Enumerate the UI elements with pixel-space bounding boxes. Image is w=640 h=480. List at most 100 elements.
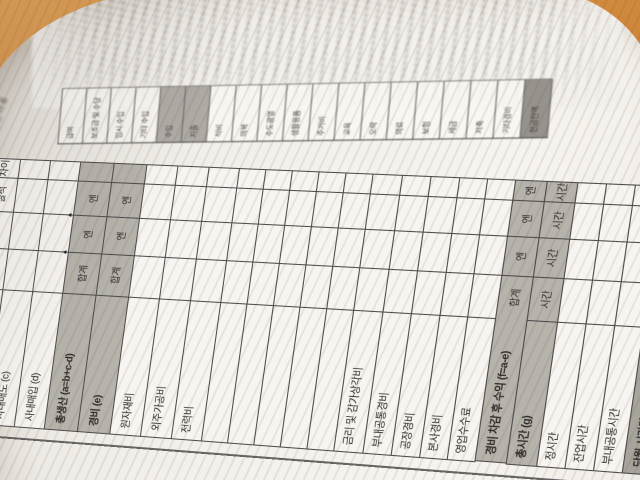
ledger-strip-cell-label: 지출 xyxy=(188,125,200,138)
ledger-strip-cell-label: 기타경비 xyxy=(500,107,514,134)
table-cell xyxy=(135,219,170,258)
row-label: 총생산 (a=b+c-d) xyxy=(52,353,77,424)
table-cell xyxy=(191,260,226,303)
table-cell xyxy=(312,192,343,228)
table-cell xyxy=(18,160,50,180)
ledger-strip-cell-label: 의료 xyxy=(393,122,405,135)
table-cell xyxy=(390,231,423,271)
table-cell xyxy=(576,183,606,204)
ledger-strip-cell-label: 세금 xyxy=(446,121,458,134)
table-cell xyxy=(79,162,114,183)
table-cell xyxy=(333,229,364,269)
table-cell xyxy=(564,240,597,281)
decrease-triangle-icon: ▲ xyxy=(61,249,69,256)
ledger-strip-cell-label: 임시 수입 xyxy=(113,111,126,138)
ledger-strip-cell-label: 주거비 xyxy=(315,116,327,136)
ledger-strip-cell-label: 교육 xyxy=(341,122,353,135)
row-label: 공장경비 xyxy=(395,412,417,450)
table-cell: 합계 xyxy=(97,255,134,298)
row-label: 총시간 (g) xyxy=(511,415,534,459)
table-cell xyxy=(3,250,37,292)
table-cell xyxy=(44,180,78,215)
table-cell xyxy=(570,204,603,242)
table-cell xyxy=(317,172,346,193)
table-cell xyxy=(202,187,236,223)
ledger-strip-cell-label: 의복 xyxy=(238,124,250,137)
table-cell: 엔 xyxy=(74,182,111,218)
table-cell xyxy=(9,213,43,251)
row-label: 잔업시간 xyxy=(569,424,592,463)
table-cell: 시간 xyxy=(540,202,575,240)
table-cell xyxy=(197,222,232,261)
ledger-strip-cell-label: 오락 xyxy=(367,122,379,135)
table-cell xyxy=(145,165,178,186)
table-cell xyxy=(424,197,457,234)
ledger-strip-cell-label: 기타 수입 xyxy=(138,111,151,138)
table-cell xyxy=(457,178,487,199)
table-cell xyxy=(599,205,632,243)
table-cell xyxy=(485,179,515,200)
table-cell xyxy=(306,227,337,267)
ledger-strip-cell-label: 보험 xyxy=(420,121,432,134)
ledger-strip-cell-label: 생활용품 xyxy=(289,110,302,136)
table-cell xyxy=(259,190,289,226)
table-cell xyxy=(232,189,262,225)
table-cell xyxy=(280,226,311,265)
row-label: 외주가공비 xyxy=(146,386,168,432)
row-label: 원자재비 xyxy=(116,392,136,429)
decrease-triangle-icon: ▲ xyxy=(66,212,74,219)
table-cell xyxy=(400,176,430,197)
table-cell-text: 엔 xyxy=(74,182,112,216)
table-cell xyxy=(160,258,196,301)
row-label: 사내매도 (c) xyxy=(0,371,12,420)
ledger-strip-cell-label: 수입 xyxy=(163,125,174,138)
table-cell xyxy=(344,174,373,195)
table-cell xyxy=(14,179,48,214)
table-cell xyxy=(339,193,370,230)
main-table: 차이실적사외출하 (b)사내매도 (c)사내매입 (d)엔엔▲합계▲총생산 (a… xyxy=(0,158,640,479)
ledger-strip-cell-label: 식비 xyxy=(213,124,225,137)
table-cell xyxy=(264,170,292,191)
row-label: 부내공통시간 xyxy=(597,408,623,466)
table-cell xyxy=(207,168,239,189)
table-cell xyxy=(371,175,402,196)
table-cell xyxy=(253,225,284,264)
table-cell xyxy=(227,223,258,262)
table-cell xyxy=(604,184,635,206)
table-cell xyxy=(285,191,316,227)
ledger-strip-cell-label: 급여 xyxy=(64,127,75,140)
table-cell: 시간 xyxy=(545,182,578,204)
table-cell xyxy=(429,177,459,198)
row-label: 정시간 xyxy=(540,432,561,461)
table-cell xyxy=(395,196,428,233)
ledger-strip-cell-label: 저축 xyxy=(473,120,485,133)
table-cell: 엔 xyxy=(102,217,139,256)
table-cell-text: 엔 xyxy=(107,184,145,217)
book-page: 부문관리표 급여 보조금 및 수당 임시 수입 기타 수입 수입 지출 식비 의복 수도광열 생활… xyxy=(0,0,640,480)
table-cell xyxy=(447,234,479,274)
table-cell xyxy=(237,169,265,190)
ledger-strip-cell: 현금잔액 xyxy=(519,80,553,138)
ledger-strip-cell-label: 현금잔액 xyxy=(527,106,541,133)
table-cell: 시간 xyxy=(534,238,569,279)
table-cell xyxy=(112,164,146,185)
row-label: 부내공통경비 xyxy=(367,392,391,448)
table-cell xyxy=(290,171,318,192)
table-cell xyxy=(129,256,165,299)
row-label: 본사경비 xyxy=(423,414,445,452)
table-cell: 엔 xyxy=(513,181,546,202)
table-cell xyxy=(452,198,484,235)
table-cell xyxy=(166,220,201,259)
row-label: 사내매입 (d) xyxy=(20,372,42,421)
table-cell xyxy=(593,241,626,282)
row-label: 경비 (e) xyxy=(84,394,103,426)
table-cell xyxy=(140,184,175,220)
row-label: 전력비 xyxy=(177,406,196,434)
row-label: 영업수수료 xyxy=(451,407,474,454)
table-cell xyxy=(366,194,399,231)
table-cell: 차이 xyxy=(0,159,20,179)
ledger-strip: 급여 보조금 및 수당 임시 수입 기타 수입 수입 지출 식비 의복 수도광열 생활용품 주거비 교… xyxy=(57,78,553,144)
main-table-area: 차이실적사외출하 (b)사내매도 (c)사내매입 (d)엔엔▲합계▲총생산 (a… xyxy=(0,158,640,480)
photo-of-book-ledger-page: { "page": { "side_label": "부문관리표" }, "co… xyxy=(0,0,640,480)
table-cell xyxy=(176,167,209,188)
